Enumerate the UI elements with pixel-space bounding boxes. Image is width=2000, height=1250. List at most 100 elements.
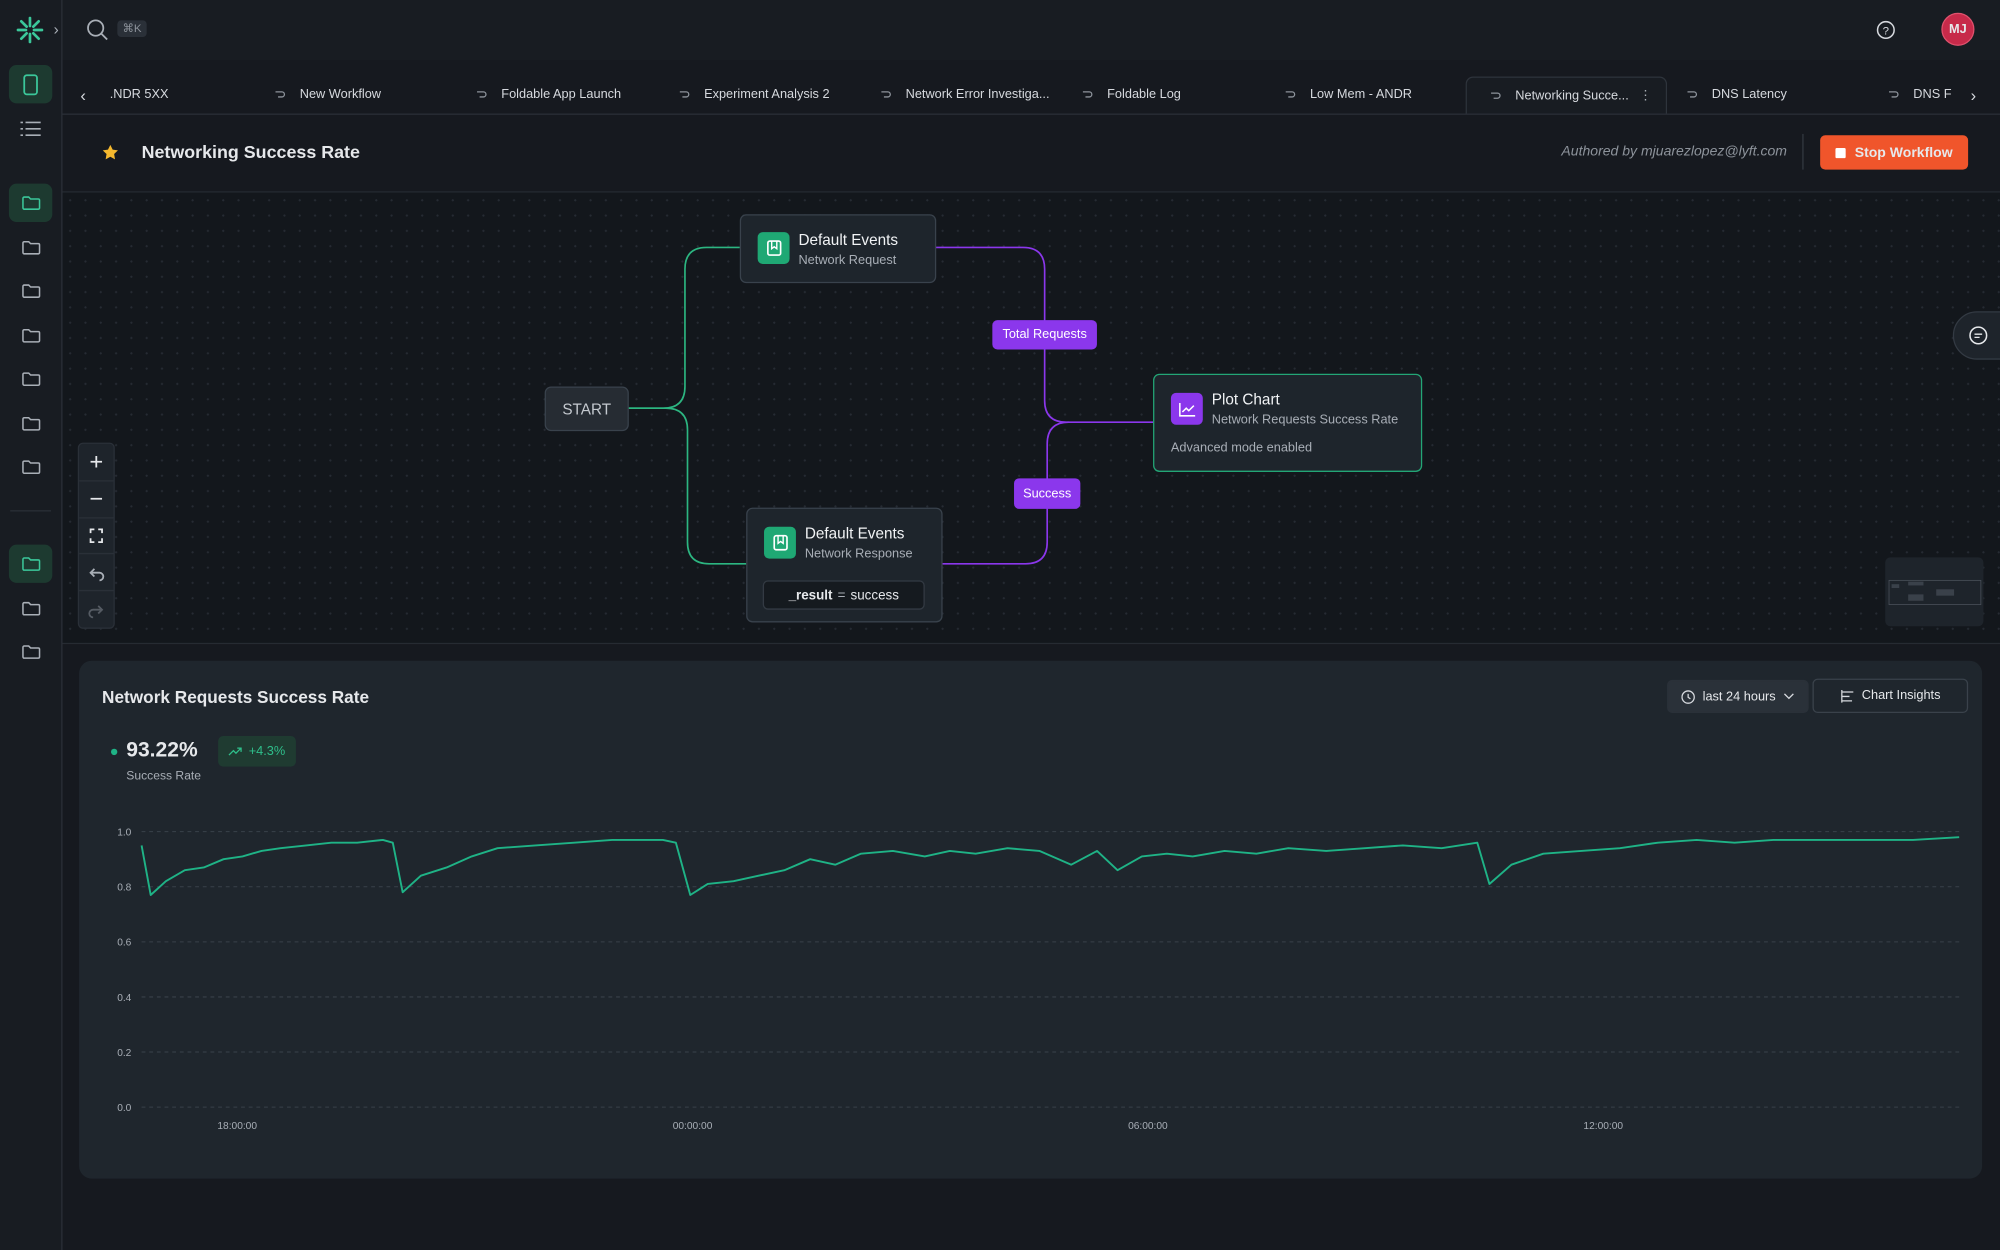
node-title: Plot Chart	[1212, 390, 1280, 408]
chart-panel: Network Requests Success Rate last 24 ho…	[79, 661, 1982, 1179]
tab[interactable]: .NDR 5XX	[110, 77, 169, 113]
folder-icon	[21, 459, 40, 474]
x-tick-label: 06:00:00	[1128, 1121, 1168, 1132]
folder-nav[interactable]	[9, 228, 52, 266]
workflow-icon	[679, 89, 692, 99]
y-tick-label: 0.6	[117, 938, 131, 949]
node-note: Advanced mode enabled	[1171, 441, 1312, 455]
folder-icon	[21, 240, 40, 255]
list-nav[interactable]	[9, 110, 52, 148]
folder-shape	[22, 418, 39, 430]
icon-shape	[1687, 92, 1696, 97]
folder-nav[interactable]	[9, 272, 52, 310]
tab[interactable]: DNS Latency	[1686, 77, 1787, 113]
x-tick-label: 18:00:00	[217, 1121, 257, 1132]
folder-nav[interactable]	[9, 633, 52, 671]
workflow-canvas	[62, 193, 1999, 645]
icon-shape	[1286, 92, 1295, 97]
folder-shape	[22, 242, 39, 254]
icon-shape	[680, 92, 689, 97]
folder-shape	[22, 603, 39, 615]
node-subtitle: Network Request	[798, 254, 896, 268]
events-node[interactable]: Default Events Network Response _result=…	[746, 508, 942, 623]
tab[interactable]: New Workflow	[274, 77, 381, 113]
node-subtitle: Network Requests Success Rate	[1212, 413, 1398, 427]
tab[interactable]: Foldable Log	[1082, 77, 1181, 113]
stop-label: Stop Workflow	[1855, 145, 1953, 160]
filter-pill: _result=success	[763, 580, 925, 609]
folder-nav[interactable]	[9, 448, 52, 486]
tab-bar: ‹ › .NDR 5XX New Workflow Foldable App Lau…	[62, 77, 1999, 115]
author: Authored by mjuarezlopez@lyft.com	[1561, 144, 1787, 159]
tab-label: Foldable App Launch	[501, 87, 621, 101]
tab-label: New Workflow	[300, 87, 381, 101]
workflow-icon	[476, 89, 489, 99]
workflow-icon	[1284, 89, 1297, 99]
folder-icon	[21, 644, 40, 659]
y-tick-label: 0.2	[117, 1048, 131, 1059]
filter-value: success	[851, 587, 899, 602]
top-bar: ⌘K ? MJ	[62, 0, 1999, 60]
icon-shape	[276, 92, 285, 97]
folder-shape	[22, 558, 39, 570]
line-chart: 0.00.20.40.60.81.018:00:0000:00:0006:00:…	[79, 661, 1982, 1179]
folder-icon	[21, 283, 40, 298]
tab[interactable]: Network Error Investiga...	[880, 77, 1049, 113]
tab[interactable]: Low Mem - ANDR	[1284, 77, 1412, 113]
icon-shape	[881, 92, 890, 97]
y-tick-label: 1.0	[117, 827, 131, 838]
avatar[interactable]: MJ	[1941, 13, 1974, 46]
events-icon	[766, 240, 781, 257]
filter-op: =	[838, 587, 846, 602]
tab-label: .NDR 5XX	[110, 87, 169, 101]
favorite-star[interactable]	[102, 144, 119, 161]
stop-button[interactable]: Stop Workflow	[1820, 135, 1968, 169]
folder-nav[interactable]	[9, 404, 52, 442]
folder-nav[interactable]	[9, 316, 52, 354]
edge-label: Total Requests	[992, 320, 1097, 349]
zoom-controls	[78, 443, 115, 629]
folder-nav[interactable]	[9, 545, 52, 583]
y-tick-label: 0.8	[117, 883, 131, 894]
tab[interactable]: Foldable App Launch	[476, 77, 621, 113]
events-node[interactable]: Default Events Network Request	[740, 214, 936, 283]
folder-shape	[22, 373, 39, 385]
node-title: Default Events	[798, 231, 898, 249]
workflow-icon	[1490, 91, 1503, 101]
node-icon	[1171, 393, 1203, 425]
tab-next[interactable]: ›	[1971, 77, 1977, 113]
tab-label: DNS F	[1913, 87, 1951, 101]
comments-button[interactable]	[1953, 311, 2000, 359]
tab-label: Networking Succe...	[1515, 89, 1628, 103]
tab[interactable]: Experiment Analysis 2	[679, 77, 830, 113]
folder-shape	[22, 646, 39, 658]
tab-label: Network Error Investiga...	[906, 87, 1050, 101]
help-icon[interactable]: ?	[1876, 20, 1895, 39]
sidebar-toggle[interactable]: ›	[54, 20, 59, 38]
tab[interactable]: DNS F	[1888, 77, 1952, 113]
folder-nav[interactable]	[9, 589, 52, 627]
tab-label: Experiment Analysis 2	[704, 87, 829, 101]
workflow-icon	[274, 89, 287, 99]
workflow-title: Networking Success Rate	[142, 142, 360, 162]
node-icon	[758, 232, 790, 264]
sidebar	[0, 0, 62, 1250]
tab-prev[interactable]: ‹	[80, 77, 86, 113]
icon-shape	[1491, 93, 1500, 98]
icon-shape	[1083, 92, 1092, 97]
tab[interactable]: Networking Succe...⋮	[1466, 77, 1668, 114]
node-subtitle: Network Response	[805, 547, 913, 561]
workflow-icon	[1686, 89, 1699, 99]
plot-node[interactable]: Plot Chart Network Requests Success Rate…	[1153, 374, 1422, 472]
folder-nav[interactable]	[9, 360, 52, 398]
comment-icon	[1968, 325, 1988, 345]
tab-label: Low Mem - ANDR	[1310, 87, 1412, 101]
folder-icon	[21, 416, 40, 431]
search-icon[interactable]	[87, 19, 109, 41]
start-node[interactable]: START	[545, 386, 629, 431]
folder-nav[interactable]	[9, 184, 52, 222]
folder-icon	[21, 328, 40, 343]
device-nav[interactable]	[9, 65, 52, 103]
y-tick-label: 0.4	[117, 993, 131, 1004]
